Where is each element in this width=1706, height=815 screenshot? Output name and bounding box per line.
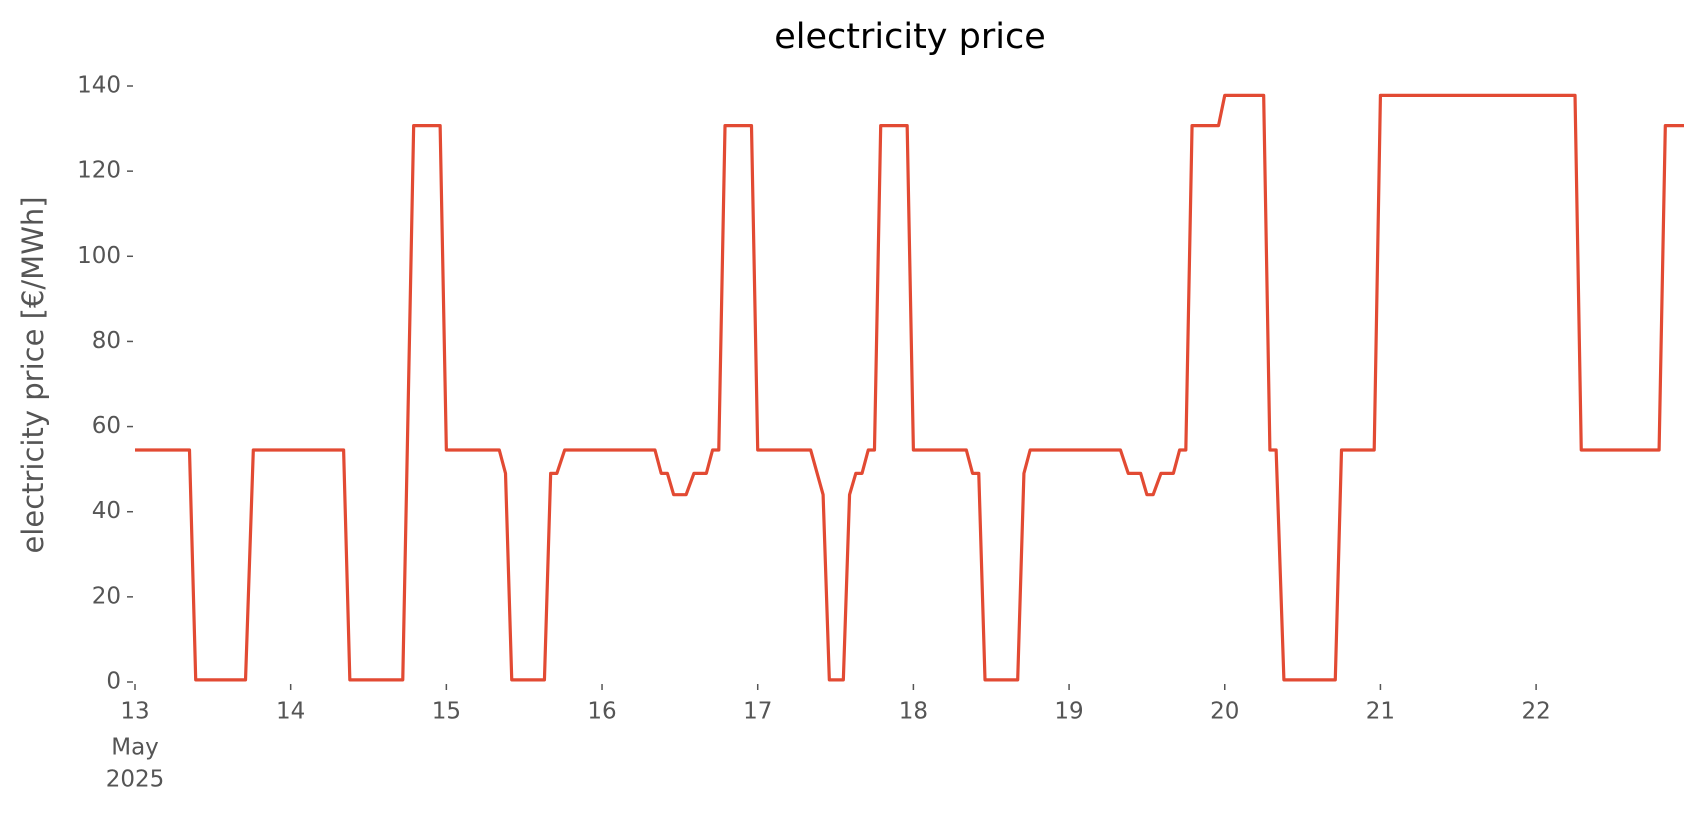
chart-title: electricity price — [774, 17, 1046, 57]
x-tick-sublabel: May — [111, 735, 159, 761]
y-axis-label: electricity price [€/MWh] — [16, 196, 50, 553]
y-tick-label: 140 — [77, 73, 121, 99]
x-tick-label: 21 — [1366, 699, 1395, 725]
y-tick-label: 0 — [106, 669, 121, 695]
x-tick-label: 19 — [1054, 699, 1083, 725]
x-tick-label: 17 — [743, 699, 772, 725]
y-tick-label: 60 — [92, 413, 121, 439]
x-tick-label: 14 — [276, 699, 305, 725]
y-tick-label: 120 — [77, 158, 121, 184]
y-tick-label: 40 — [92, 498, 121, 524]
y-tick-label: 20 — [92, 583, 121, 609]
x-tick-sublabel: 2025 — [106, 767, 165, 793]
y-tick-label: 80 — [92, 328, 121, 354]
x-tick-label: 20 — [1210, 699, 1239, 725]
x-tick-label: 18 — [899, 699, 928, 725]
price-line — [135, 93, 1684, 682]
x-tick-label: 22 — [1521, 699, 1550, 725]
x-tick-label: 15 — [432, 699, 461, 725]
y-tick-label: 100 — [77, 243, 121, 269]
x-tick-label: 13 — [120, 699, 149, 725]
x-tick-label: 16 — [587, 699, 616, 725]
